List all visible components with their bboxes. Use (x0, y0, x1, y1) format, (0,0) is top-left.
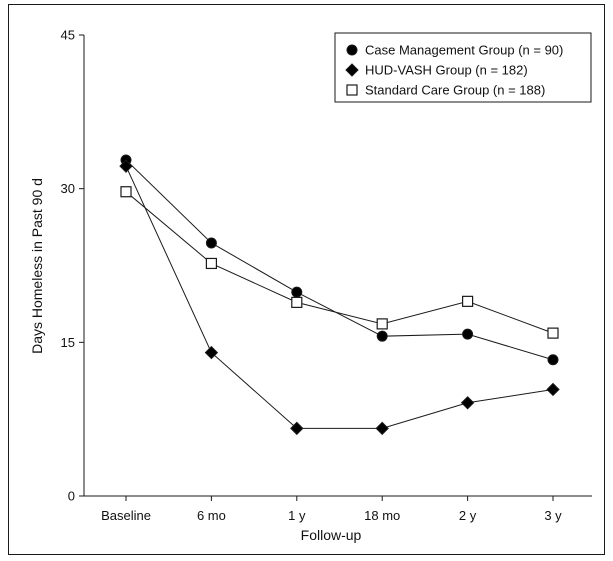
figure-frame (8, 4, 605, 555)
data-point-series-2 (376, 318, 388, 330)
data-point-series-1 (460, 396, 475, 410)
x-tick-label: 1 y (288, 508, 306, 523)
x-tick-label: 2 y (459, 508, 477, 523)
y-axis-title: Days Homeless in Past 90 d (29, 178, 45, 354)
legend-box (334, 32, 592, 103)
legend-label-1: HUD-VASH Group (n = 182) (365, 63, 528, 78)
data-point-series-2 (291, 296, 303, 308)
y-tick-label: 45 (61, 28, 75, 43)
data-point-series-0 (205, 237, 217, 249)
legend-marker-0 (346, 44, 358, 56)
x-tick-label: Baseline (101, 508, 151, 523)
x-axis-title: Follow-up (301, 527, 362, 543)
series-layer (119, 154, 560, 436)
data-point-series-2 (120, 186, 132, 198)
x-tick-label: 6 mo (197, 508, 226, 523)
legend-label-0: Case Management Group (n = 90) (365, 43, 563, 58)
data-point-series-0 (291, 286, 303, 298)
y-tick-label: 0 (68, 489, 75, 504)
data-point-series-2 (547, 327, 559, 339)
data-point-series-2 (462, 295, 474, 307)
series-line-0 (125, 159, 554, 361)
axes: 0 15 30 45 Baseline 6 mo 1 y 18 mo 2 y 3 y (61, 28, 592, 523)
data-point-series-1 (546, 382, 560, 397)
data-point-series-1 (119, 159, 133, 173)
data-point-series-0 (462, 328, 474, 340)
legend: Case Management Group (n = 90) HUD-VASH G… (334, 32, 592, 103)
legend-marker-2 (346, 84, 358, 96)
y-tick-label: 15 (61, 335, 75, 350)
data-point-series-1 (290, 421, 304, 436)
data-point-series-0 (547, 354, 559, 366)
data-point-series-1 (375, 421, 389, 436)
series-line-1 (125, 165, 554, 429)
legend-label-2: Standard Care Group (n = 188) (365, 83, 545, 98)
data-point-series-1 (204, 345, 219, 360)
legend-marker-1 (345, 63, 359, 77)
x-tick-label: 18 mo (364, 508, 400, 523)
data-point-series-2 (205, 257, 217, 270)
x-tick-label: 3 y (544, 508, 562, 523)
series-line-2 (125, 191, 554, 334)
y-tick-label: 30 (61, 181, 75, 196)
data-point-series-0 (376, 330, 388, 342)
